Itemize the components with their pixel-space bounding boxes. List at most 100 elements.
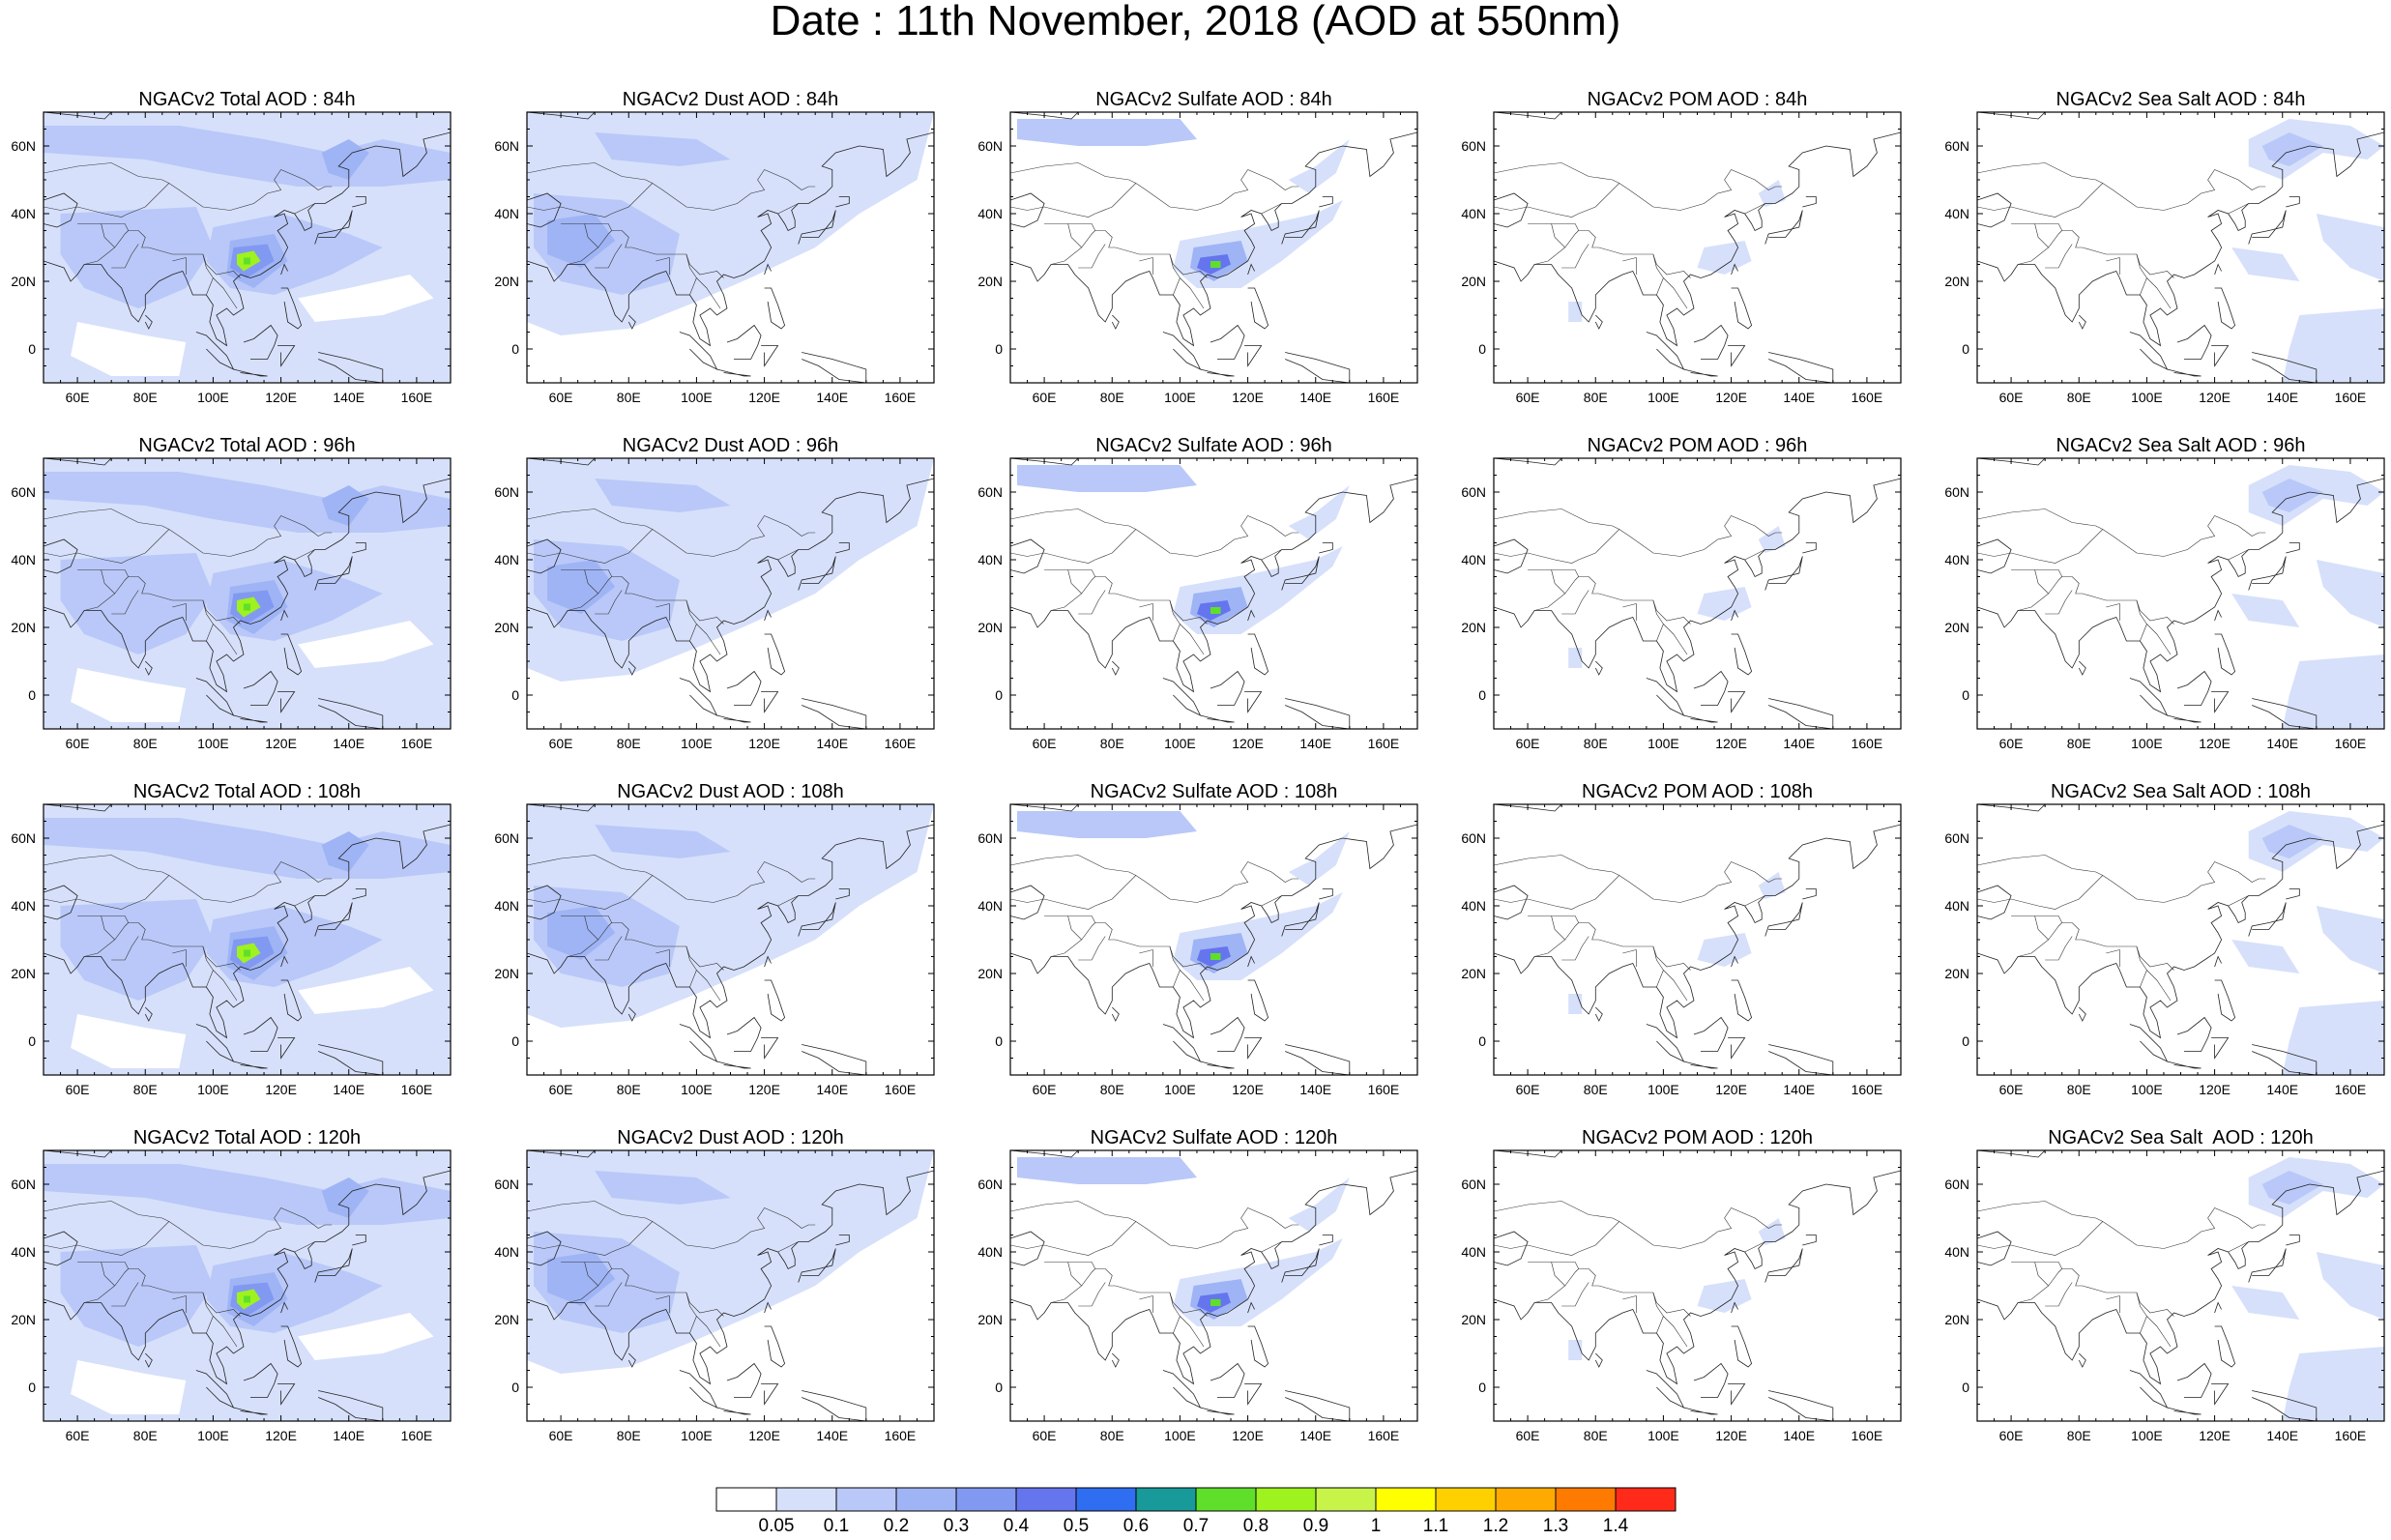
country-border xyxy=(1139,949,1153,967)
country-border xyxy=(1180,970,1205,1002)
aod-region xyxy=(547,214,616,268)
map-plot: 60E 80E 100E 120E 140E 160E 60N 40N 20N 0 xyxy=(1461,803,1902,1097)
country-border xyxy=(44,515,333,564)
coastline xyxy=(1977,1170,2384,1385)
lat-tick-label: 20N xyxy=(1461,966,1486,981)
coastline xyxy=(1728,1383,1746,1406)
coastline xyxy=(1244,691,1263,713)
lon-tick-label: 160E xyxy=(1852,1428,1883,1443)
lon-tick-label: 80E xyxy=(1584,1082,1608,1097)
country-border xyxy=(1494,169,1783,218)
country-border xyxy=(44,1207,333,1256)
aod-region xyxy=(1210,953,1221,960)
colorbar-label: 0.2 xyxy=(884,1516,909,1535)
coastline xyxy=(318,698,384,729)
coastline xyxy=(1977,885,2012,920)
lon-tick-label: 160E xyxy=(2335,390,2367,405)
coastline xyxy=(1111,1352,1120,1368)
lat-tick-label: 60N xyxy=(977,484,1003,500)
coastline xyxy=(2167,368,2201,377)
aod-region xyxy=(1697,587,1752,621)
lon-tick-label: 140E xyxy=(333,1082,364,1097)
coastline xyxy=(144,1352,153,1368)
coastline xyxy=(2214,287,2236,330)
country-border xyxy=(1494,1207,1783,1256)
aod-region xyxy=(595,825,731,858)
country-border xyxy=(1977,1201,2103,1222)
map-plot: 60E 80E 100E 120E 140E 160E 60N 40N 20N 0 xyxy=(1944,111,2385,405)
coastline xyxy=(527,1170,934,1385)
map-panel-total-84h: NGACv2 Total AOD : 84h 60E 80E 100E 120E 140E… xyxy=(11,89,452,405)
colorbar-swatch xyxy=(1195,1487,1257,1512)
country-border xyxy=(2106,603,2120,621)
aod-region xyxy=(2282,308,2384,383)
lat-tick-label: 0 xyxy=(1478,1033,1486,1049)
coastline xyxy=(44,885,78,920)
coastline xyxy=(1594,660,1603,676)
country-border xyxy=(1663,624,1688,655)
coastline xyxy=(2211,691,2230,713)
lat-tick-label: 0 xyxy=(1478,687,1486,703)
country-border xyxy=(172,949,187,967)
country-border xyxy=(1622,949,1637,967)
map-plot: 60E 80E 100E 120E 140E 160E 60N 40N 20N 0 xyxy=(494,457,935,751)
coastline xyxy=(2286,1235,2300,1246)
country-border xyxy=(114,576,129,595)
coastline xyxy=(527,192,562,228)
lat-tick-label: 0 xyxy=(28,1033,36,1049)
coastline xyxy=(277,691,296,713)
lon-tick-label: 100E xyxy=(1647,736,1679,751)
country-border xyxy=(685,1292,697,1334)
coastline xyxy=(2211,345,2230,367)
coastline xyxy=(314,1248,353,1283)
map-panel-dust-120h: NGACv2 Dust AOD : 120h 60E 80E 100E 120E 140E… xyxy=(494,1127,935,1443)
coastline xyxy=(2167,714,2201,723)
country-border xyxy=(1494,855,1619,876)
coastline xyxy=(1494,1170,1901,1385)
coastline xyxy=(2252,352,2318,383)
lon-tick-label: 140E xyxy=(1299,1428,1331,1443)
coastline xyxy=(527,1231,562,1266)
country-border xyxy=(696,277,721,309)
lon-tick-label: 100E xyxy=(197,390,229,405)
aod-region xyxy=(1697,1279,1752,1313)
country-border xyxy=(44,508,169,530)
country-border xyxy=(1564,922,1579,941)
lat-tick-label: 40N xyxy=(494,206,519,221)
country-border xyxy=(2136,253,2147,296)
lon-tick-label: 100E xyxy=(2131,736,2163,751)
coastline xyxy=(1594,314,1603,330)
lat-tick-label: 40N xyxy=(1461,552,1486,567)
country-border xyxy=(1528,915,1691,971)
coastline xyxy=(1728,345,1746,367)
lat-tick-label: 20N xyxy=(11,274,36,289)
coastline xyxy=(761,1037,779,1060)
country-border xyxy=(656,1295,670,1313)
coastline xyxy=(527,885,562,920)
coastline xyxy=(627,660,636,676)
coastline xyxy=(195,1024,235,1062)
lon-tick-label: 60E xyxy=(1999,1428,2024,1443)
country-border xyxy=(202,1292,214,1334)
coastline xyxy=(802,1044,867,1075)
country-border xyxy=(527,508,653,530)
country-border xyxy=(213,277,238,309)
country-border xyxy=(2011,915,2174,971)
country-border xyxy=(111,1282,139,1307)
coastline xyxy=(1111,1006,1120,1022)
country-border xyxy=(598,230,612,248)
map-panel-dust-96h: NGACv2 Dust AOD : 96h 60E 80E 100E 120E 140E 1… xyxy=(494,435,935,751)
coastline xyxy=(195,1370,235,1409)
coastline xyxy=(1010,1231,1045,1266)
coastline xyxy=(2176,1362,2212,1398)
panel-title: NGACv2 Sulfate AOD : 96h xyxy=(1095,435,1332,456)
coastline xyxy=(679,1024,718,1062)
map-plot: 60E 80E 100E 120E 140E 160E 60N 40N 20N 0 xyxy=(1944,457,2385,751)
coastline xyxy=(2214,1325,2236,1368)
lat-tick-label: 60N xyxy=(494,138,519,154)
coastline xyxy=(835,888,850,900)
country-border xyxy=(1622,257,1637,275)
aod-region xyxy=(2282,1347,2384,1421)
coastline xyxy=(2129,678,2169,716)
country-border xyxy=(1622,1295,1637,1313)
